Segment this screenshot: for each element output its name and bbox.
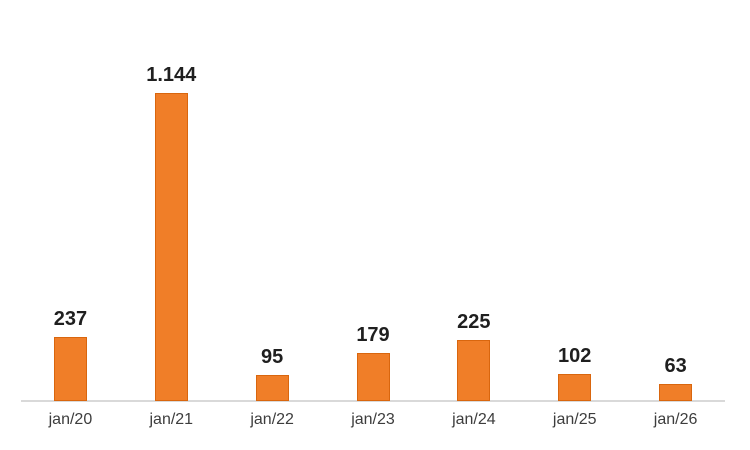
bar [154,93,188,401]
bar [659,384,693,401]
bar-value-label: 63 [664,355,687,377]
bar-value-label: 179 [356,324,390,346]
x-axis-tick-label: jan/21 [149,411,194,428]
bar [53,337,87,401]
bar-column: 225 [423,0,524,401]
plot-area: 237 1.144 95 179 225 102 63 [20,0,726,401]
bar-column: 179 [323,0,424,401]
bar [457,340,491,401]
bar-value-label: 225 [457,311,491,333]
x-axis-tick-label: jan/22 [250,411,294,428]
bar-value-label: 102 [558,345,592,367]
bar [356,353,390,401]
bar-column: 237 [20,0,121,401]
bar-value-label: 95 [261,346,284,368]
x-axis-tick-label: jan/25 [552,411,597,428]
bar [558,374,592,401]
bar-value-label: 1.144 [146,64,197,86]
x-axis-labels: jan/20 jan/21 jan/22 jan/23 jan/24 jan/25 jan/… [20,409,726,431]
bar-column: 102 [524,0,625,401]
bar-column: 63 [625,0,726,401]
x-axis-tick-label: jan/23 [351,411,395,428]
x-axis-line [21,400,725,402]
x-axis-tick-label: jan/26 [653,411,698,428]
bar [255,375,289,401]
bar-value-label: 237 [53,308,88,330]
bar-column: 1.144 [121,0,222,401]
x-axis-tick-label: jan/24 [452,411,496,428]
bar-column: 95 [222,0,323,401]
x-axis-tick-label: jan/20 [48,411,93,428]
